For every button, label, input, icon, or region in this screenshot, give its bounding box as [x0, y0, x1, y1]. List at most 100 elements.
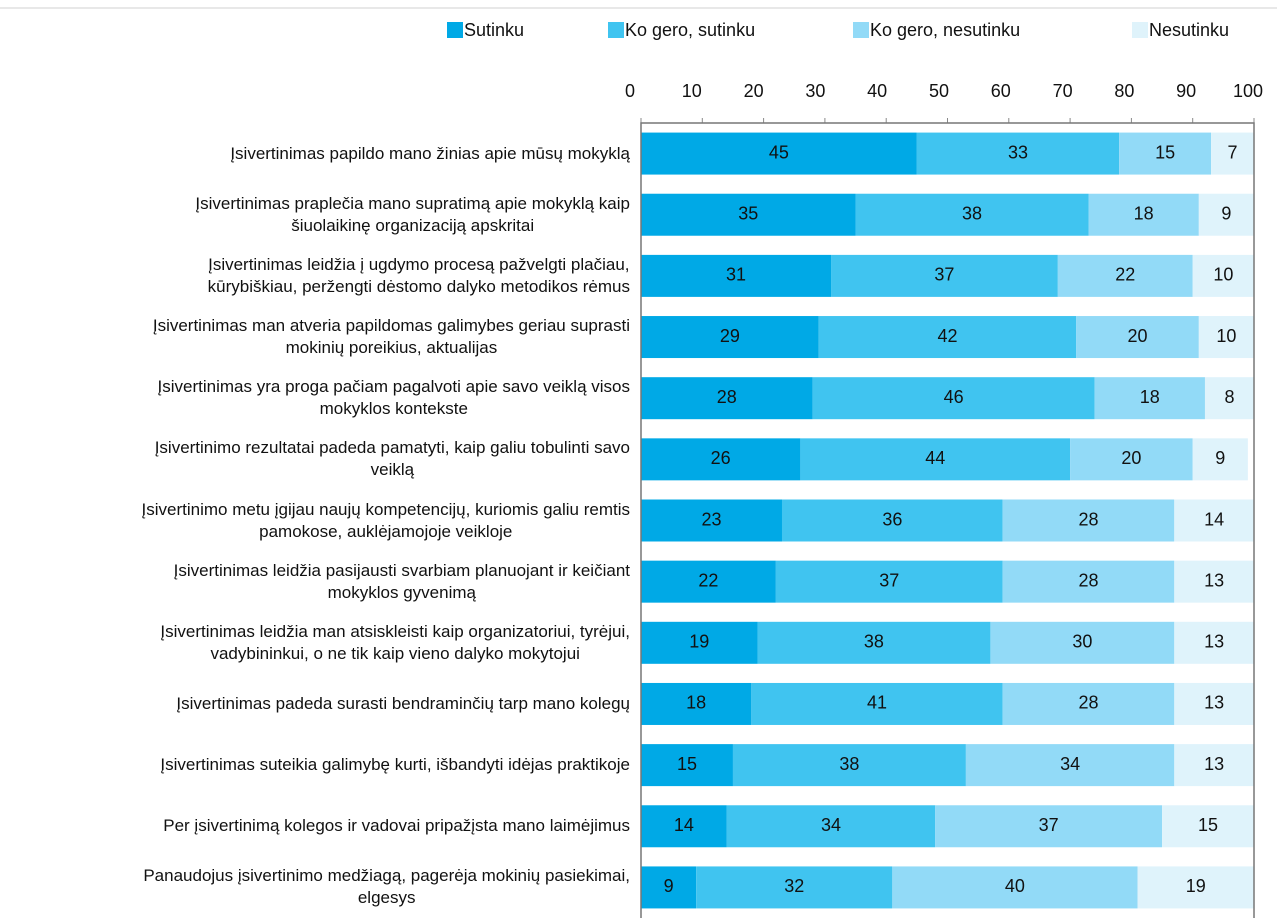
data-label: 20 [1121, 448, 1141, 468]
x-tick-label: 70 [1053, 81, 1073, 101]
data-label: 18 [686, 693, 706, 713]
data-label: 10 [1216, 326, 1236, 346]
data-label: 31 [726, 265, 746, 285]
category-label: Įsivertinimas padeda surasti bendraminči… [176, 693, 630, 713]
category-label: Įsivertinimo rezultatai padeda pamatyti,… [154, 438, 630, 480]
x-tick-label: 20 [744, 81, 764, 101]
bar-segment [641, 744, 733, 787]
bar-segment [641, 499, 782, 542]
bar-segment [1002, 682, 1175, 725]
x-tick-label: 0 [625, 81, 635, 101]
legend-swatch [447, 22, 463, 38]
x-tick-label: 100 [1233, 81, 1263, 101]
bar-segment [751, 682, 1003, 725]
data-label: 15 [1198, 815, 1218, 835]
data-label: 10 [1213, 265, 1233, 285]
legend-swatch [608, 22, 624, 38]
data-label: 28 [717, 387, 737, 407]
bar-segment [1070, 438, 1193, 481]
plot-frame [640, 122, 1255, 918]
category-label: Įsivertinimas suteikia galimybę kurti, i… [160, 755, 630, 775]
data-label: 19 [689, 632, 709, 652]
legend-label: Nesutinku [1149, 20, 1229, 40]
bar-segment [1174, 621, 1254, 664]
bar-segment [641, 805, 727, 848]
category-label: Įsivertinimas leidžia į ugdymo procesą p… [207, 254, 630, 296]
bar-segment [818, 316, 1077, 359]
bar-segment [935, 805, 1163, 848]
data-label: 22 [698, 570, 718, 590]
x-tick-label: 60 [991, 81, 1011, 101]
data-label: 19 [1186, 876, 1206, 896]
x-tick-label: 30 [805, 81, 825, 101]
x-tick-label: 90 [1176, 81, 1196, 101]
data-label: 38 [839, 754, 859, 774]
data-label: 37 [879, 570, 899, 590]
bar-segment [1174, 560, 1254, 603]
bar-segment [641, 438, 801, 481]
data-label: 18 [1140, 387, 1160, 407]
bar-segment [1192, 254, 1254, 297]
data-label: 44 [925, 448, 945, 468]
bar-segment [641, 621, 758, 664]
data-label: 9 [664, 876, 674, 896]
bar-segment [812, 377, 1095, 420]
bar-segment [965, 744, 1175, 787]
category-label: Per įsivertinimą kolegos ir vadovai prip… [163, 816, 630, 836]
bar-segment [641, 193, 856, 236]
category-label: Įsivertinimas yra proga pačiam pagalvoti… [157, 377, 630, 419]
bar-segment [1088, 193, 1199, 236]
data-label: 28 [1078, 509, 1098, 529]
data-label: 9 [1215, 448, 1225, 468]
bar-segment [1204, 377, 1254, 420]
bar-segment [1198, 193, 1254, 236]
bar-segment [641, 560, 776, 603]
category-label: Įsivertinimas man atveria papildomas gal… [152, 316, 630, 358]
data-label: 8 [1224, 387, 1234, 407]
legend-label: Ko gero, nesutinku [870, 20, 1020, 40]
data-label: 14 [1204, 509, 1224, 529]
bar-segment [757, 621, 991, 664]
legend-label: Sutinku [464, 20, 524, 40]
bar-segment [641, 682, 752, 725]
data-label: 28 [1078, 693, 1098, 713]
bar-segment [641, 316, 819, 359]
data-label: 37 [1039, 815, 1059, 835]
bar-segment [892, 866, 1138, 909]
bar-segment [1174, 682, 1254, 725]
data-label: 34 [821, 815, 841, 835]
data-label: 41 [867, 693, 887, 713]
category-label: Įsivertinimas praplečia mano supratimą a… [195, 193, 630, 235]
data-label: 13 [1204, 754, 1224, 774]
data-label: 7 [1228, 142, 1238, 162]
data-label: 13 [1204, 632, 1224, 652]
data-label: 9 [1221, 203, 1231, 223]
data-label: 29 [720, 326, 740, 346]
data-label: 33 [1008, 142, 1028, 162]
data-label: 34 [1060, 754, 1080, 774]
x-tick-label: 80 [1114, 81, 1134, 101]
category-label: Panaudojus įsivertinimo medžiagą, pagerė… [143, 866, 630, 908]
data-label: 13 [1204, 693, 1224, 713]
data-label: 45 [769, 142, 789, 162]
data-label: 28 [1078, 570, 1098, 590]
data-label: 37 [934, 265, 954, 285]
data-label: 22 [1115, 265, 1135, 285]
data-label: 30 [1072, 632, 1092, 652]
bar-segment [641, 866, 697, 909]
bar-segment [855, 193, 1089, 236]
bar-segment [1094, 377, 1205, 420]
bar-segment [990, 621, 1175, 664]
data-label: 38 [864, 632, 884, 652]
bar-segment [781, 499, 1003, 542]
bar-segment [1192, 438, 1248, 481]
bar-segment [641, 377, 813, 420]
bar-segment [831, 254, 1058, 297]
data-label: 32 [784, 876, 804, 896]
x-tick-label: 40 [867, 81, 887, 101]
bar-segment [1057, 254, 1193, 297]
data-label: 46 [944, 387, 964, 407]
bar-segment [1211, 132, 1254, 175]
